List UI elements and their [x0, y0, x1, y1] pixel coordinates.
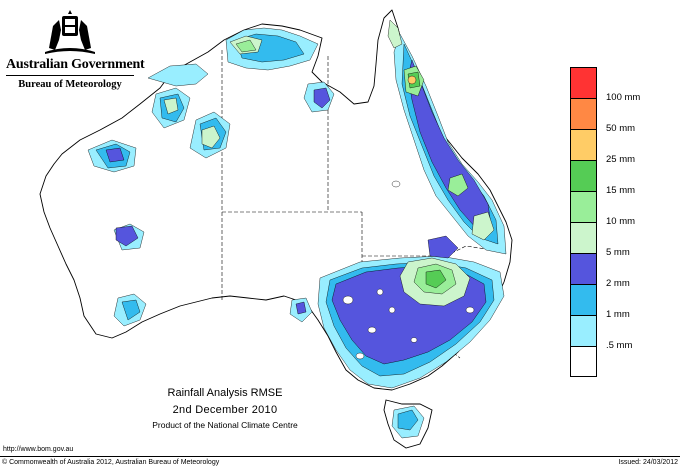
legend-row: 100 mm: [570, 67, 670, 103]
legend-row: 2 mm: [570, 253, 670, 289]
map-title: Rainfall Analysis RMSE: [167, 387, 283, 399]
legend-label: 1 mm: [606, 309, 630, 320]
legend-label: 10 mm: [606, 216, 636, 227]
legend-label: 50 mm: [606, 123, 636, 134]
legend-row: 10 mm: [570, 191, 670, 227]
legend-swatch: [570, 315, 597, 346]
legend-row: .5 mm: [570, 315, 670, 351]
government-title: Australian Government: [6, 57, 145, 76]
legend-swatch: [570, 160, 597, 191]
issued-date: Issued: 24/03/2012: [618, 459, 678, 466]
footer-url[interactable]: http://www.bom.gov.au: [3, 446, 74, 453]
rainfall-legend: 100 mm 50 mm 25 mm 15 mm 10 mm 5 mm 2 mm…: [570, 67, 670, 377]
header: Australian Government Bureau of Meteorol…: [6, 8, 145, 90]
legend-label: 15 mm: [606, 185, 636, 196]
legend-row: 25 mm: [570, 129, 670, 165]
legend-swatch: [570, 98, 597, 129]
legend-label: 2 mm: [606, 278, 630, 289]
legend-label: 25 mm: [606, 154, 636, 165]
legend-swatch: [570, 253, 597, 284]
legend-row: [570, 346, 670, 377]
copyright-text: © Commonwealth of Australia 2012, Austra…: [2, 459, 220, 466]
map-date: 2nd December 2010: [172, 404, 278, 416]
legend-label: .5 mm: [606, 340, 633, 351]
legend-label: 5 mm: [606, 247, 630, 258]
map-title-block: Rainfall Analysis RMSE 2nd December 2010…: [150, 387, 300, 430]
legend-row: 1 mm: [570, 284, 670, 320]
legend-swatch: [570, 222, 597, 253]
rainfall-dry-pockets: [342, 180, 475, 360]
legend-swatch: [570, 284, 597, 315]
footer-bar: © Commonwealth of Australia 2012, Austra…: [0, 456, 680, 468]
legend-swatch: [570, 191, 597, 222]
legend-swatch: [570, 346, 597, 377]
legend-row: 5 mm: [570, 222, 670, 258]
bureau-title: Bureau of Meteorology: [18, 79, 122, 90]
legend-label: 100 mm: [606, 92, 641, 103]
legend-row: 15 mm: [570, 160, 670, 196]
legend-swatch: [570, 129, 597, 160]
coat-of-arms-icon: [45, 10, 95, 54]
map-credit: Product of the National Climate Centre: [152, 420, 298, 430]
rainfall-orange-areas: [407, 75, 417, 85]
legend-swatch: [570, 67, 597, 98]
legend-row: 50 mm: [570, 98, 670, 134]
